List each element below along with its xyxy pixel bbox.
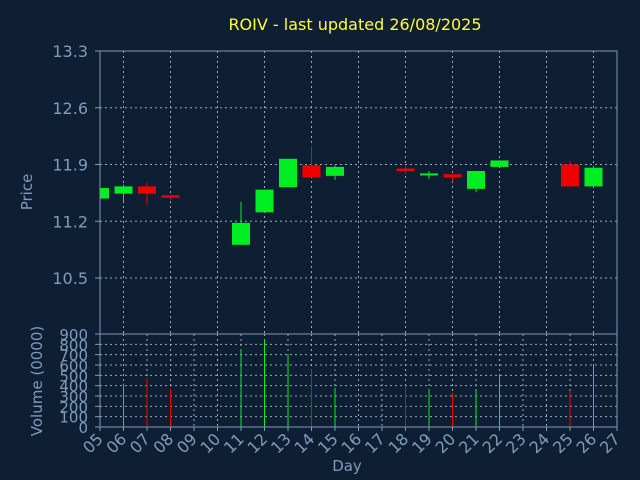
volume-tick-label: 100 <box>59 409 88 427</box>
candle-body <box>100 188 109 199</box>
x-axis-label: Day <box>332 457 362 475</box>
volume-tick-label: 500 <box>59 367 88 385</box>
candle-body <box>161 195 180 198</box>
candle-body <box>490 160 509 167</box>
volume-tick-label: 900 <box>59 326 88 344</box>
volume-tick-label: 0 <box>78 419 88 437</box>
price-tick-label: 11.2 <box>52 212 88 231</box>
candle-body <box>420 173 438 176</box>
chart-title: ROIV - last updated 26/08/2025 <box>228 15 481 34</box>
price-axis-ticks: 13.3 12.6 11.9 11.2 10.5 <box>52 42 100 288</box>
candle-body <box>114 186 133 194</box>
volume-axis-label: Volume (0000) <box>28 326 46 436</box>
candle-body <box>255 189 274 213</box>
candle-body <box>302 165 321 178</box>
candle-body <box>326 166 344 176</box>
candle-body <box>232 222 250 245</box>
volume-tick-label: 200 <box>59 398 88 416</box>
candle-body <box>396 168 415 171</box>
price-axis-label: Price <box>18 174 36 211</box>
candles <box>99 145 603 245</box>
candle-body <box>138 186 156 194</box>
price-tick-label: 10.5 <box>52 269 88 288</box>
price-tick-label: 13.3 <box>52 42 88 61</box>
volume-tick-label: 400 <box>59 378 88 396</box>
volume-tick-label: 300 <box>59 388 88 406</box>
candle-body <box>279 158 297 188</box>
candle-body <box>561 164 579 187</box>
price-tick-label: 11.9 <box>52 156 88 175</box>
volume-bars <box>123 339 594 427</box>
price-tick-label: 12.6 <box>52 99 88 118</box>
volume-tick-label: 600 <box>59 357 88 375</box>
volume-tick-label: 700 <box>59 347 88 365</box>
candle-body <box>584 167 603 187</box>
candle-body <box>467 170 485 189</box>
candle-body <box>443 174 462 178</box>
volume-tick-label: 800 <box>59 336 88 354</box>
